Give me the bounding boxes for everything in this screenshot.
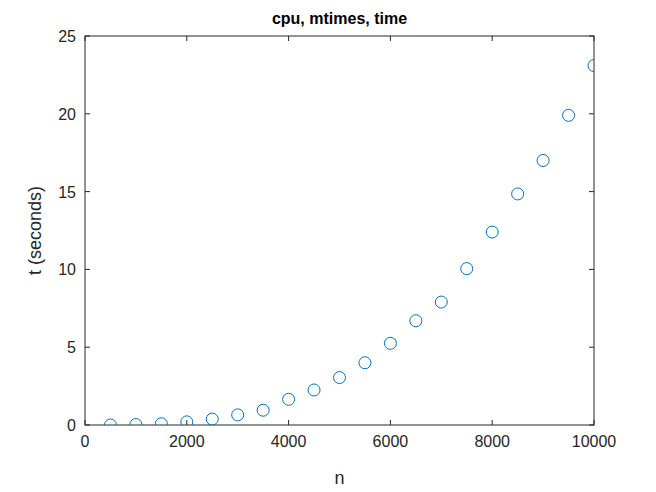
y-tick-right (589, 269, 594, 270)
y-tick-label: 10 (58, 261, 76, 278)
y-tick-label: 0 (67, 417, 76, 434)
data-point (486, 226, 498, 238)
x-tick (288, 420, 289, 425)
x-tick-label: 0 (81, 433, 90, 450)
x-tick-top (186, 36, 187, 41)
data-point (359, 357, 371, 369)
x-axis-label: n (334, 468, 344, 488)
x-tick-top (288, 36, 289, 41)
x-tick (186, 420, 187, 425)
data-point (512, 188, 524, 200)
data-point (384, 337, 396, 349)
y-tick (85, 191, 90, 192)
data-point (308, 384, 320, 396)
data-point (410, 315, 422, 327)
y-tick (85, 113, 90, 114)
title: cpu, mtimes, time (272, 10, 407, 27)
x-tick-label: 2000 (169, 433, 205, 450)
y-tick-label: 25 (58, 28, 76, 45)
y-tick (85, 347, 90, 348)
data-point (206, 413, 218, 425)
points (104, 60, 594, 425)
chart: 0 2000 4000 6000 8000 10000 0 5 10 15 20 25 cpu, mti… (0, 0, 656, 492)
y-tick-right (589, 347, 594, 348)
data-point (104, 419, 116, 425)
data-point (130, 419, 142, 425)
y-tick-label: 5 (67, 339, 76, 356)
data-point (435, 296, 447, 308)
x-tick (390, 420, 391, 425)
data-point (232, 409, 244, 421)
x-tick-label: 6000 (373, 433, 409, 450)
data-point (461, 263, 473, 275)
y-tick-right (589, 113, 594, 114)
y-axis-label: t (seconds) (25, 186, 45, 275)
y-tick-label: 15 (58, 184, 76, 201)
data-point (181, 416, 193, 425)
x-tick-top (390, 36, 391, 41)
data-point (283, 393, 295, 405)
data-point (563, 109, 575, 121)
data-point (155, 418, 167, 425)
x-tick-label: 8000 (474, 433, 510, 450)
data-point (537, 154, 549, 166)
background (0, 0, 656, 492)
data-point (257, 404, 269, 416)
plot-frame (85, 36, 594, 425)
x-tick-label: 10000 (572, 433, 617, 450)
y-tick-right (589, 191, 594, 192)
y-tick-label: 20 (58, 106, 76, 123)
x-tick-label: 4000 (271, 433, 307, 450)
x-tick-top (492, 36, 493, 41)
plot-area (85, 36, 594, 425)
x-tick (492, 420, 493, 425)
y-tick (85, 269, 90, 270)
data-point (588, 60, 594, 72)
data-point (334, 372, 346, 384)
